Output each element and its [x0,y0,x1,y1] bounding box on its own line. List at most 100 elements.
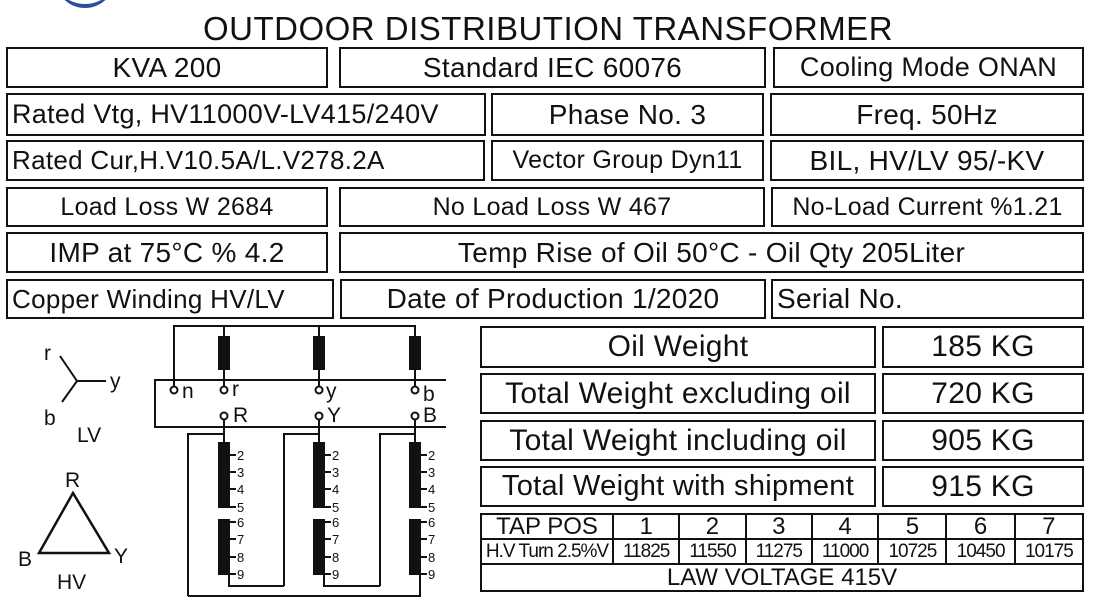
hv-coil-lower [313,519,325,575]
hv-b-label: B [18,548,32,571]
tap-number: 2 [237,448,244,463]
tap-table: TAP POS 1 2 3 4 5 6 7 H.V Turn 2.5%V 118… [480,513,1085,592]
tap-voltage-row: H.V Turn 2.5%V 11825 11550 11275 11000 1… [480,538,1085,565]
winding-diagram: r y b LV R B Y HV n r y b R Y B 23456789… [18,325,446,597]
load-loss-field: Load Loss W 2684 [6,187,328,227]
temp-rise-field: Temp Rise of Oil 50°C - Oil Qty 205Liter [339,232,1084,273]
tap-number: 6 [428,515,435,530]
tap-position: 3 [744,513,813,540]
tap-voltage: 11825 [611,538,681,565]
tap-position: 4 [810,513,880,540]
weight-value: 185 KG [882,326,1084,368]
hv-connection [228,574,284,587]
tap-number: 3 [237,465,244,480]
tap-number: 4 [332,482,339,497]
tap-position: 2 [678,513,747,540]
production-date-field: Date of Production 1/2020 [340,279,766,319]
tap-voltage: 11000 [810,538,880,565]
terminal-R: R [233,404,248,427]
tap-row-label: H.V Turn 2.5%V [480,538,614,565]
hv-y-label: Y [114,545,128,568]
winding-field: Copper Winding HV/LV [6,279,334,319]
tap-number: 5 [237,500,244,515]
frequency-field: Freq. 50Hz [770,93,1084,136]
tap-number: 9 [332,567,339,582]
weight-value: 915 KG [882,466,1084,507]
tap-voltage: 11550 [678,538,747,565]
tap-number: 3 [332,465,339,480]
tap-number: 6 [332,515,339,530]
weight-label: Oil Weight [480,326,876,368]
weight-value: 905 KG [882,420,1084,461]
tap-position: 6 [945,513,1016,540]
tap-header-label: TAP POS [480,513,614,540]
logo-arc [55,0,115,8]
tap-voltage: 10450 [945,538,1016,565]
terminal-B: B [423,404,437,427]
terminal-n: n [182,380,194,403]
hv-coil-lower [409,519,421,575]
weight-label: Total Weight excluding oil [480,373,876,414]
hv-delta-symbol [36,490,112,555]
hv-coil-upper [409,442,421,508]
lv-star-symbol [59,355,106,403]
terminal-points [169,385,420,421]
hv-coil-upper [313,442,325,508]
cooling-field: Cooling Mode ONAN [773,47,1084,88]
lv-r-label: r [44,342,51,365]
hv-connection [187,433,224,596]
tap-voltage: 10725 [877,538,948,565]
no-load-loss-field: No Load Loss W 467 [339,187,765,227]
serial-field: Serial No. [771,279,1084,319]
plate-title: OUTDOOR DISTRIBUTION TRANSFORMER [202,10,894,47]
tap-number: 2 [332,448,339,463]
weight-label: Total Weight including oil [480,420,876,461]
hv-connection [188,574,421,597]
rated-voltage-field: Rated Vtg, HV11000V-LV415/240V [6,93,486,136]
tap-position: 5 [877,513,948,540]
bil-field: BIL, HV/LV 95/-KV [770,140,1084,181]
tap-number: 2 [428,448,435,463]
low-voltage-footer: LAW VOLTAGE 415V [480,563,1084,592]
vector-group-field: Vector Group Dyn11 [491,140,764,181]
weight-value: 720 KG [882,373,1084,414]
lv-title: LV [77,424,101,447]
tap-number: 8 [332,550,339,565]
hv-title: HV [57,571,86,594]
hv-coil-upper [218,442,230,508]
tap-number: 4 [428,482,435,497]
terminal-Y: Y [327,404,341,427]
tap-number: 3 [428,465,435,480]
hv-r-label: R [65,469,80,492]
hv-connection [283,433,319,586]
tap-number: 5 [332,500,339,515]
tap-number: 6 [237,515,244,530]
no-load-current-field: No-Load Current %1.21 [771,187,1084,227]
phase-field: Phase No. 3 [491,93,764,136]
tap-number: 4 [237,482,244,497]
hv-connection [323,574,380,587]
impedance-field: IMP at 75°C % 4.2 [6,232,328,273]
tap-position: 7 [1013,513,1085,540]
hv-coil-lower [218,519,230,575]
tap-number: 5 [428,500,435,515]
tap-voltage: 11275 [744,538,813,565]
weight-label: Total Weight with shipment [480,466,876,507]
rated-current-field: Rated Cur,H.V10.5A/L.V278.2A [6,140,485,181]
tap-position: 1 [611,513,681,540]
tap-number: 9 [237,567,244,582]
hv-connection [379,433,415,586]
tap-voltage: 10175 [1013,538,1085,565]
tap-position-row: TAP POS 1 2 3 4 5 6 7 [480,513,1085,540]
terminal-y: y [326,380,337,403]
kva-field: KVA 200 [6,47,328,88]
lv-b-label: b [44,407,56,430]
terminal-b: b [423,383,435,406]
tap-number: 8 [237,550,244,565]
lv-winding-circuit [154,325,446,428]
tap-number: 7 [428,532,435,547]
standard-field: Standard IEC 60076 [339,47,766,88]
tap-number: 7 [332,532,339,547]
